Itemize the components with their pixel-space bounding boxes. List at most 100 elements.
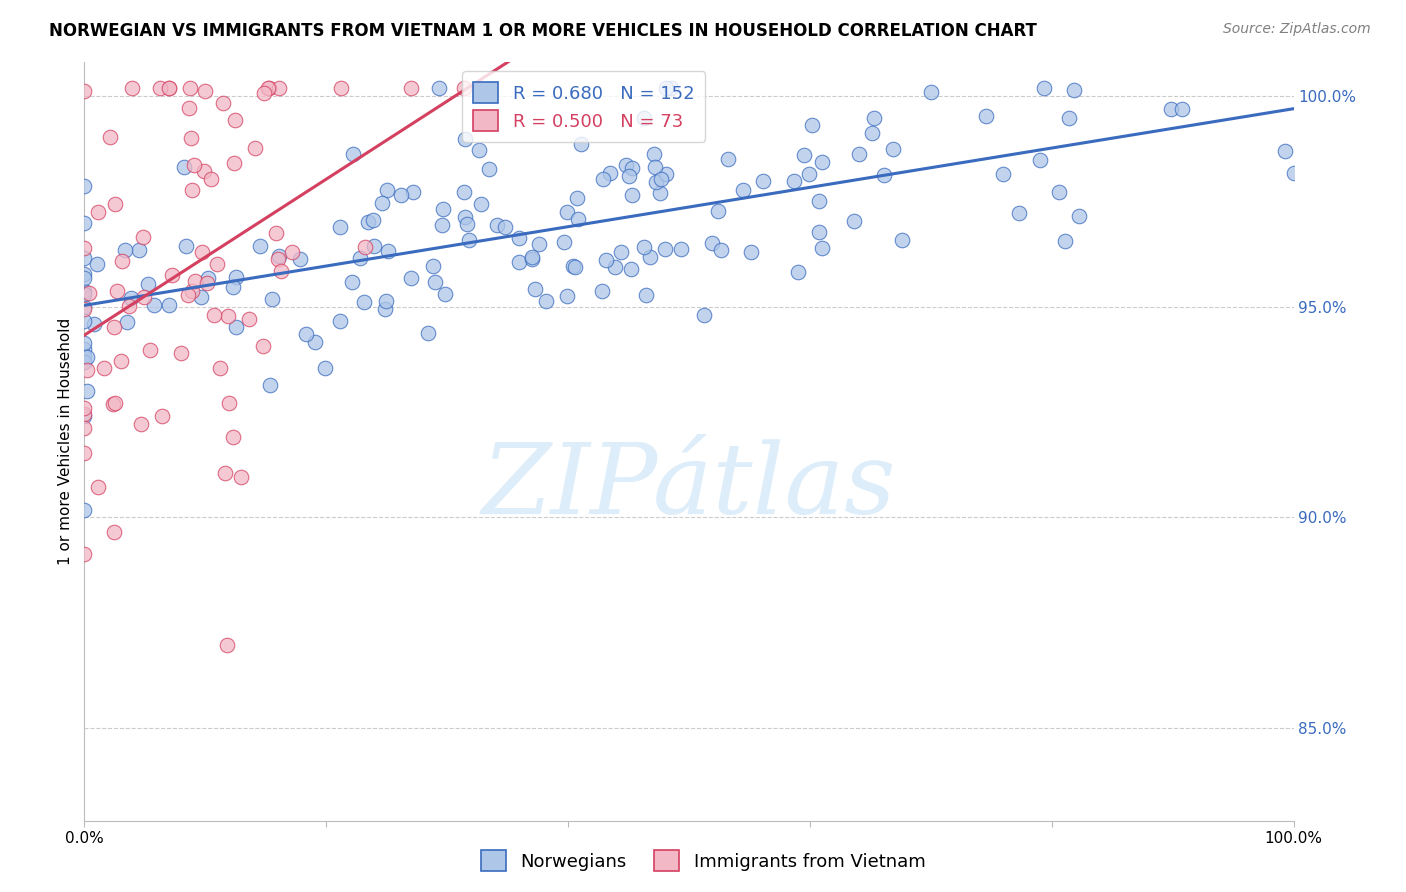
Point xyxy=(422,260,444,274)
Point xyxy=(110,353,132,368)
Point xyxy=(129,417,152,431)
Point xyxy=(564,260,586,274)
Point xyxy=(173,160,195,174)
Point xyxy=(202,309,225,323)
Point xyxy=(132,289,155,303)
Point xyxy=(73,446,96,460)
Point xyxy=(842,213,865,227)
Point xyxy=(270,264,292,278)
Point xyxy=(399,270,422,285)
Point xyxy=(752,174,775,188)
Point xyxy=(592,172,614,186)
Point xyxy=(128,244,150,258)
Point xyxy=(73,548,96,562)
Point xyxy=(170,346,193,360)
Point xyxy=(811,242,834,256)
Point xyxy=(693,308,716,322)
Point xyxy=(73,401,96,415)
Point xyxy=(401,80,423,95)
Point xyxy=(157,80,180,95)
Point xyxy=(104,395,127,409)
Point xyxy=(214,466,236,480)
Point xyxy=(603,260,626,275)
Point xyxy=(633,111,655,125)
Point xyxy=(553,235,575,249)
Point xyxy=(93,360,115,375)
Point xyxy=(1063,83,1085,97)
Point xyxy=(920,85,942,99)
Text: NORWEGIAN VS IMMIGRANTS FROM VIETNAM 1 OR MORE VEHICLES IN HOUSEHOLD CORRELATION: NORWEGIAN VS IMMIGRANTS FROM VIETNAM 1 O… xyxy=(49,22,1038,40)
Point xyxy=(115,315,138,329)
Point xyxy=(73,314,96,328)
Point xyxy=(375,293,398,308)
Point xyxy=(73,252,96,266)
Point xyxy=(257,80,280,95)
Text: Source: ZipAtlas.com: Source: ZipAtlas.com xyxy=(1223,22,1371,37)
Point xyxy=(73,421,96,435)
Point xyxy=(73,503,96,517)
Point xyxy=(731,183,754,197)
Point xyxy=(262,292,284,306)
Point xyxy=(73,409,96,424)
Point xyxy=(1160,102,1182,116)
Point xyxy=(644,160,666,174)
Point xyxy=(354,240,377,254)
Point xyxy=(211,95,233,110)
Point xyxy=(1033,80,1056,95)
Point xyxy=(98,130,121,145)
Point xyxy=(252,339,274,353)
Point xyxy=(73,335,96,350)
Point xyxy=(342,147,364,161)
Point xyxy=(267,252,290,266)
Point xyxy=(494,220,516,235)
Point xyxy=(523,282,546,296)
Point xyxy=(195,276,218,290)
Point xyxy=(434,286,457,301)
Point xyxy=(416,326,439,340)
Point xyxy=(659,80,682,95)
Point xyxy=(103,197,125,211)
Point xyxy=(716,152,738,166)
Point xyxy=(217,309,239,323)
Point xyxy=(73,342,96,356)
Legend: R = 0.680   N = 152, R = 0.500   N = 73: R = 0.680 N = 152, R = 0.500 N = 73 xyxy=(463,71,706,142)
Point xyxy=(207,257,229,271)
Point xyxy=(571,137,593,152)
Point xyxy=(73,267,96,281)
Point xyxy=(700,236,723,251)
Point xyxy=(180,130,202,145)
Point xyxy=(565,191,588,205)
Point xyxy=(105,284,128,298)
Point xyxy=(645,175,668,189)
Point xyxy=(787,265,810,279)
Point xyxy=(370,195,392,210)
Point xyxy=(650,172,672,186)
Point xyxy=(197,271,219,285)
Point xyxy=(304,335,326,350)
Point xyxy=(329,314,352,328)
Point xyxy=(86,257,108,271)
Point xyxy=(160,268,183,282)
Point xyxy=(183,273,205,287)
Point xyxy=(179,101,201,115)
Point xyxy=(467,143,489,157)
Point xyxy=(599,166,621,180)
Point xyxy=(363,239,385,253)
Point xyxy=(118,299,141,313)
Point xyxy=(807,225,830,239)
Point xyxy=(458,233,481,247)
Point xyxy=(1053,234,1076,248)
Point xyxy=(73,178,96,193)
Point xyxy=(357,215,380,229)
Point xyxy=(221,279,243,293)
Point xyxy=(76,363,98,377)
Point xyxy=(634,288,657,302)
Point xyxy=(808,194,831,208)
Point xyxy=(991,167,1014,181)
Point xyxy=(73,284,96,298)
Point xyxy=(257,80,280,95)
Point xyxy=(1282,166,1305,180)
Point xyxy=(453,80,475,95)
Point xyxy=(209,361,232,376)
Point xyxy=(620,262,643,277)
